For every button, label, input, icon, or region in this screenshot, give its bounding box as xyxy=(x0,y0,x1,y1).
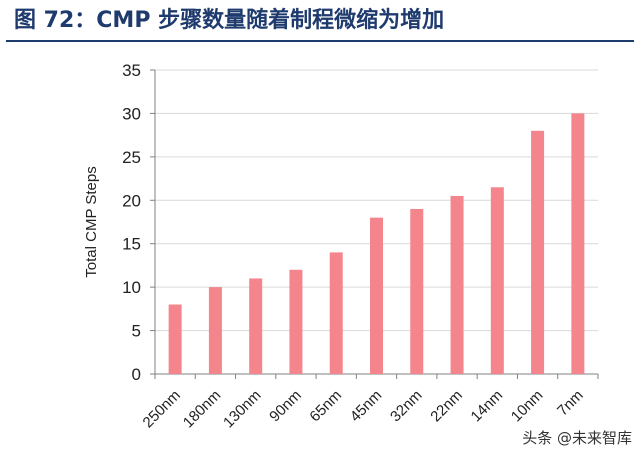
x-tick-label: 65nm xyxy=(306,387,345,426)
bar-180nm xyxy=(208,287,222,374)
x-tick-label: 32nm xyxy=(387,387,426,426)
y-tick-label: 35 xyxy=(122,61,141,80)
y-tick-label: 15 xyxy=(122,235,141,254)
x-tick-label: 130nm xyxy=(220,387,264,431)
y-tick-label: 30 xyxy=(122,104,141,123)
x-tick-label: 180nm xyxy=(180,387,224,431)
x-tick-label: 22nm xyxy=(427,387,466,426)
bar-7nm xyxy=(571,113,585,374)
x-tick-label: 7nm xyxy=(554,387,587,420)
bar-10nm xyxy=(531,130,545,374)
x-tick-label: 250nm xyxy=(140,387,184,431)
y-tick-label: 5 xyxy=(132,322,141,341)
watermark: 头条 @未来智库 xyxy=(522,429,632,447)
x-tick-label: 10nm xyxy=(508,387,547,426)
gridlines xyxy=(150,69,598,375)
x-tick-label: 90nm xyxy=(266,387,305,426)
y-axis-label: Total CMP Steps xyxy=(83,166,100,277)
bar-130nm xyxy=(249,278,263,374)
bars xyxy=(168,113,585,374)
title-divider xyxy=(6,40,634,42)
bar-14nm xyxy=(490,187,504,374)
x-tick-label: 14nm xyxy=(468,387,507,426)
y-tick-label: 20 xyxy=(122,191,141,210)
bar-32nm xyxy=(410,208,424,374)
y-tick-label: 10 xyxy=(122,278,141,297)
bar-90nm xyxy=(289,269,303,374)
x-tick-label: 45nm xyxy=(347,387,386,426)
figure-title: 图 72：CMP 步骤数量随着制程微缩为增加 xyxy=(14,8,445,33)
y-tick-label: 0 xyxy=(132,365,141,384)
bar-65nm xyxy=(329,252,343,374)
bar-22nm xyxy=(450,195,464,374)
bar-45nm xyxy=(370,217,383,374)
y-tick-label: 25 xyxy=(122,148,141,167)
y-tick-labels: 0 5 10 15 20 25 30 35 xyxy=(122,61,141,384)
bar-250nm xyxy=(168,304,182,374)
